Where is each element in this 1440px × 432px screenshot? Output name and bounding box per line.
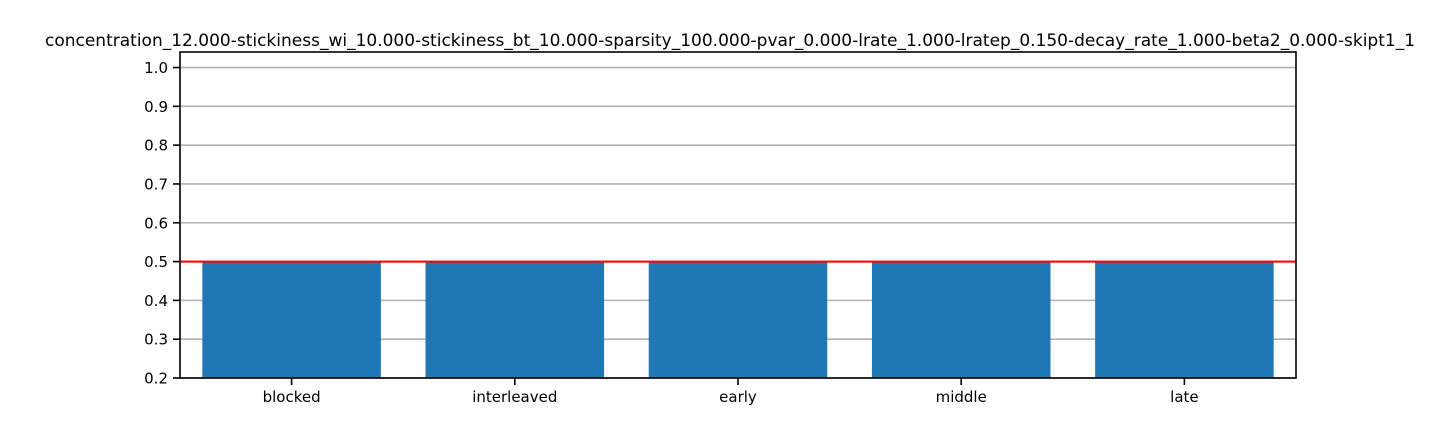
y-tick-label: 0.6 xyxy=(144,214,168,232)
y-tick-label: 0.8 xyxy=(144,137,168,155)
y-tick-label: 0.5 xyxy=(144,253,168,271)
y-tick-label: 1.0 xyxy=(144,59,168,77)
bar-middle xyxy=(871,261,1051,378)
x-tick-label-middle: middle xyxy=(936,388,987,406)
x-axis-ticks: blocked interleaved early middle late xyxy=(263,378,1199,406)
y-tick-label: 0.9 xyxy=(144,98,168,116)
chart-title: concentration_12.000-stickiness_wi_10.00… xyxy=(45,31,1415,51)
x-tick-label-interleaved: interleaved xyxy=(472,388,557,406)
bar-blocked xyxy=(202,261,381,378)
bar-early xyxy=(648,261,828,378)
y-axis-ticks: 0.2 0.3 0.4 0.5 0.6 0.7 0.8 0.9 1.0 xyxy=(144,59,180,388)
y-tick-label: 0.2 xyxy=(144,370,168,388)
x-tick-label-blocked: blocked xyxy=(263,388,321,406)
x-tick-label-late: late xyxy=(1170,388,1198,406)
bar-late xyxy=(1095,261,1274,378)
y-tick-label: 0.7 xyxy=(144,175,168,193)
bar-interleaved xyxy=(425,261,605,378)
y-tick-label: 0.4 xyxy=(144,292,168,310)
x-tick-label-early: early xyxy=(719,388,757,406)
bars xyxy=(202,261,1274,378)
y-tick-label: 0.3 xyxy=(144,331,168,349)
